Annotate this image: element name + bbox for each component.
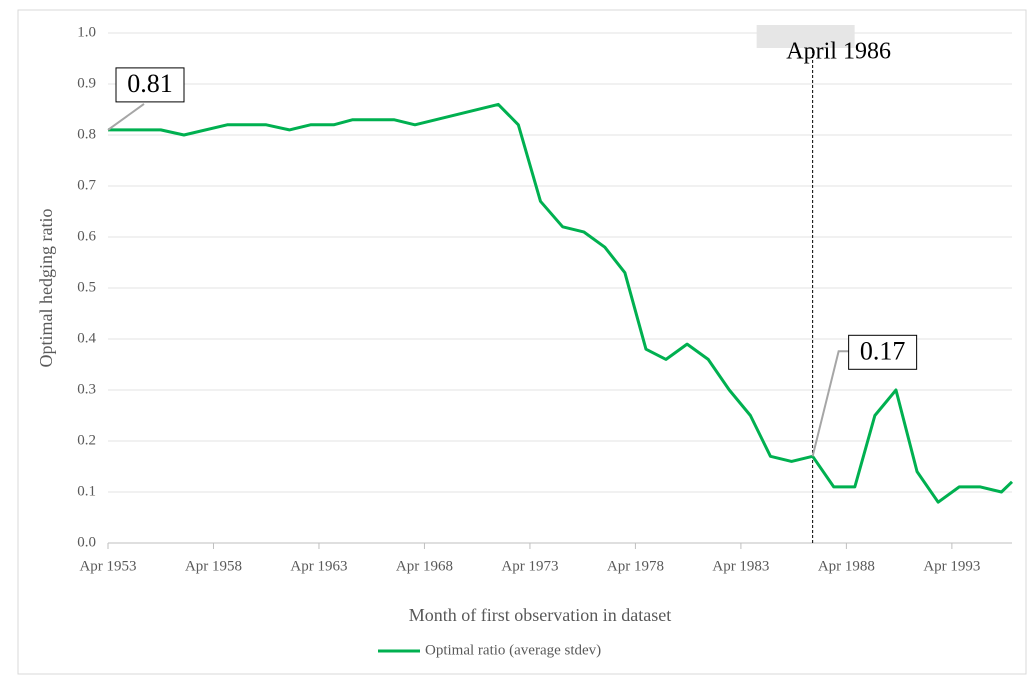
data-label: 0.81: [127, 69, 173, 98]
x-tick-label: Apr 1968: [396, 558, 453, 574]
x-axis-label: Month of first observation in dataset: [409, 605, 671, 625]
y-tick-label: 0.4: [77, 330, 96, 346]
y-tick-label: 1.0: [77, 24, 96, 40]
callout-box: [115, 67, 185, 103]
callout-box: [848, 334, 918, 370]
y-tick-label: 0.5: [77, 279, 96, 295]
annotation: April 1986: [786, 39, 891, 65]
x-tick-label: Apr 1953: [79, 558, 136, 574]
x-tick-label: Apr 1988: [818, 558, 875, 574]
x-tick-label: Apr 1983: [712, 558, 769, 574]
data-label: 0.17: [860, 336, 906, 365]
y-tick-label: 0.6: [77, 228, 96, 244]
y-tick-label: 0.1: [77, 483, 96, 499]
y-tick-label: 0.0: [77, 534, 96, 550]
x-tick-label: Apr 1978: [607, 558, 664, 574]
x-tick-label: Apr 1963: [290, 558, 347, 574]
y-tick-label: 0.7: [77, 177, 96, 193]
y-tick-label: 0.2: [77, 432, 96, 448]
x-tick-label: Apr 1993: [923, 558, 980, 574]
annotation-bg: [756, 25, 855, 48]
data-line: [108, 102, 1014, 504]
leader-line: [107, 103, 145, 131]
leader-line: [811, 350, 849, 457]
x-tick-label: Apr 1958: [185, 558, 242, 574]
y-tick-label: 0.8: [77, 126, 96, 142]
x-tick-label: Apr 1973: [501, 558, 558, 574]
y-tick-label: 0.9: [77, 75, 96, 91]
legend-label: Optimal ratio (average stdev): [425, 642, 601, 658]
y-tick-label: 0.3: [77, 381, 96, 397]
y-axis-label: Optimal hedging ratio: [36, 209, 56, 368]
